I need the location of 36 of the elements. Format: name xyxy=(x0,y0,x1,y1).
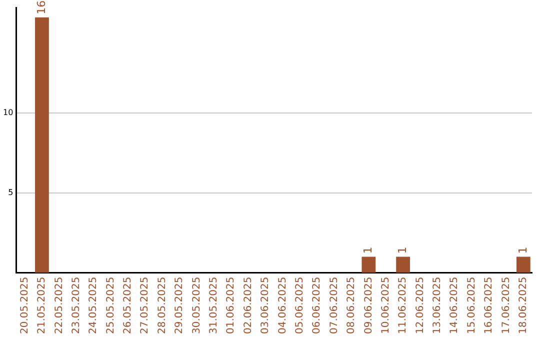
x-tick-label: 15.06.2025 xyxy=(466,276,478,334)
x-tick-label: 23.05.2025 xyxy=(70,276,82,334)
x-tick-label: 26.05.2025 xyxy=(122,276,134,334)
x-tick-label: 12.06.2025 xyxy=(414,276,426,334)
x-tick-label: 21.05.2025 xyxy=(36,276,48,334)
y-tick-label: 10 xyxy=(2,108,14,118)
data-label: 16 xyxy=(34,0,48,14)
x-tick-label: 08.06.2025 xyxy=(346,276,358,334)
x-tick-label: 03.06.2025 xyxy=(260,276,272,334)
x-tick-label: 17.06.2025 xyxy=(500,276,512,334)
x-tick-label: 27.05.2025 xyxy=(140,276,151,334)
x-tick-label: 24.05.2025 xyxy=(88,276,100,334)
x-tick-label: 16.06.2025 xyxy=(484,276,495,334)
x-tick-label: 25.05.2025 xyxy=(105,276,116,334)
x-tick-label: 31.05.2025 xyxy=(208,276,220,334)
x-tick-label: 01.06.2025 xyxy=(226,276,237,334)
x-tick-label: 14.06.2025 xyxy=(449,276,460,334)
x-tick-label: 30.05.2025 xyxy=(191,276,202,334)
data-label: 1 xyxy=(396,246,409,254)
x-tick-label: 18.06.2025 xyxy=(518,276,529,334)
x-tick-label: 22.05.2025 xyxy=(54,276,65,334)
x-tick-label: 09.06.2025 xyxy=(363,276,374,334)
x-tick-label: 05.06.2025 xyxy=(294,276,306,334)
x-tick-label: 04.06.2025 xyxy=(277,276,288,334)
x-tick-label: 10.06.2025 xyxy=(380,276,392,334)
data-label: 1 xyxy=(362,246,375,254)
y-tick-label: 5 xyxy=(8,188,14,198)
x-tick-label: 11.06.2025 xyxy=(398,276,409,334)
x-tick-label: 13.06.2025 xyxy=(432,276,444,334)
x-tick-label: 20.05.2025 xyxy=(19,276,30,334)
x-tick-label: 02.06.2025 xyxy=(242,276,254,334)
x-tick-label: 29.05.2025 xyxy=(174,276,186,334)
x-tick-label: 07.06.2025 xyxy=(328,276,340,334)
data-label: 1 xyxy=(516,246,530,254)
x-tick-label: 06.06.2025 xyxy=(312,276,323,334)
x-tick-label: 28.05.2025 xyxy=(156,276,168,334)
